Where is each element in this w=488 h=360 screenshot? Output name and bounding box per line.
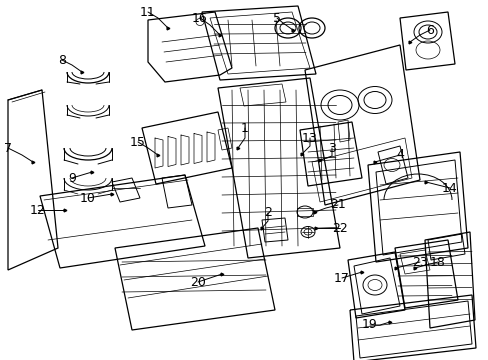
Text: 7: 7 bbox=[4, 141, 12, 154]
Text: 1: 1 bbox=[241, 122, 248, 135]
Text: 23: 23 bbox=[411, 256, 427, 269]
Text: 12: 12 bbox=[30, 203, 46, 216]
Text: 21: 21 bbox=[329, 198, 345, 211]
Text: 10: 10 bbox=[80, 192, 96, 204]
Text: 15: 15 bbox=[130, 135, 145, 148]
Text: 3: 3 bbox=[327, 141, 335, 154]
Text: 19: 19 bbox=[362, 319, 377, 332]
Text: 18: 18 bbox=[429, 256, 445, 269]
Text: 11: 11 bbox=[140, 5, 156, 18]
Text: 2: 2 bbox=[264, 207, 271, 220]
Text: 20: 20 bbox=[190, 275, 205, 288]
Text: 5: 5 bbox=[272, 12, 281, 24]
Text: 22: 22 bbox=[331, 221, 347, 234]
Text: 8: 8 bbox=[58, 54, 66, 67]
Text: 6: 6 bbox=[425, 23, 433, 36]
Text: 4: 4 bbox=[395, 148, 403, 162]
Text: 9: 9 bbox=[68, 171, 76, 184]
Text: 16: 16 bbox=[192, 12, 207, 24]
Text: 17: 17 bbox=[333, 271, 349, 284]
Text: 13: 13 bbox=[302, 131, 317, 144]
Text: 14: 14 bbox=[441, 181, 457, 194]
